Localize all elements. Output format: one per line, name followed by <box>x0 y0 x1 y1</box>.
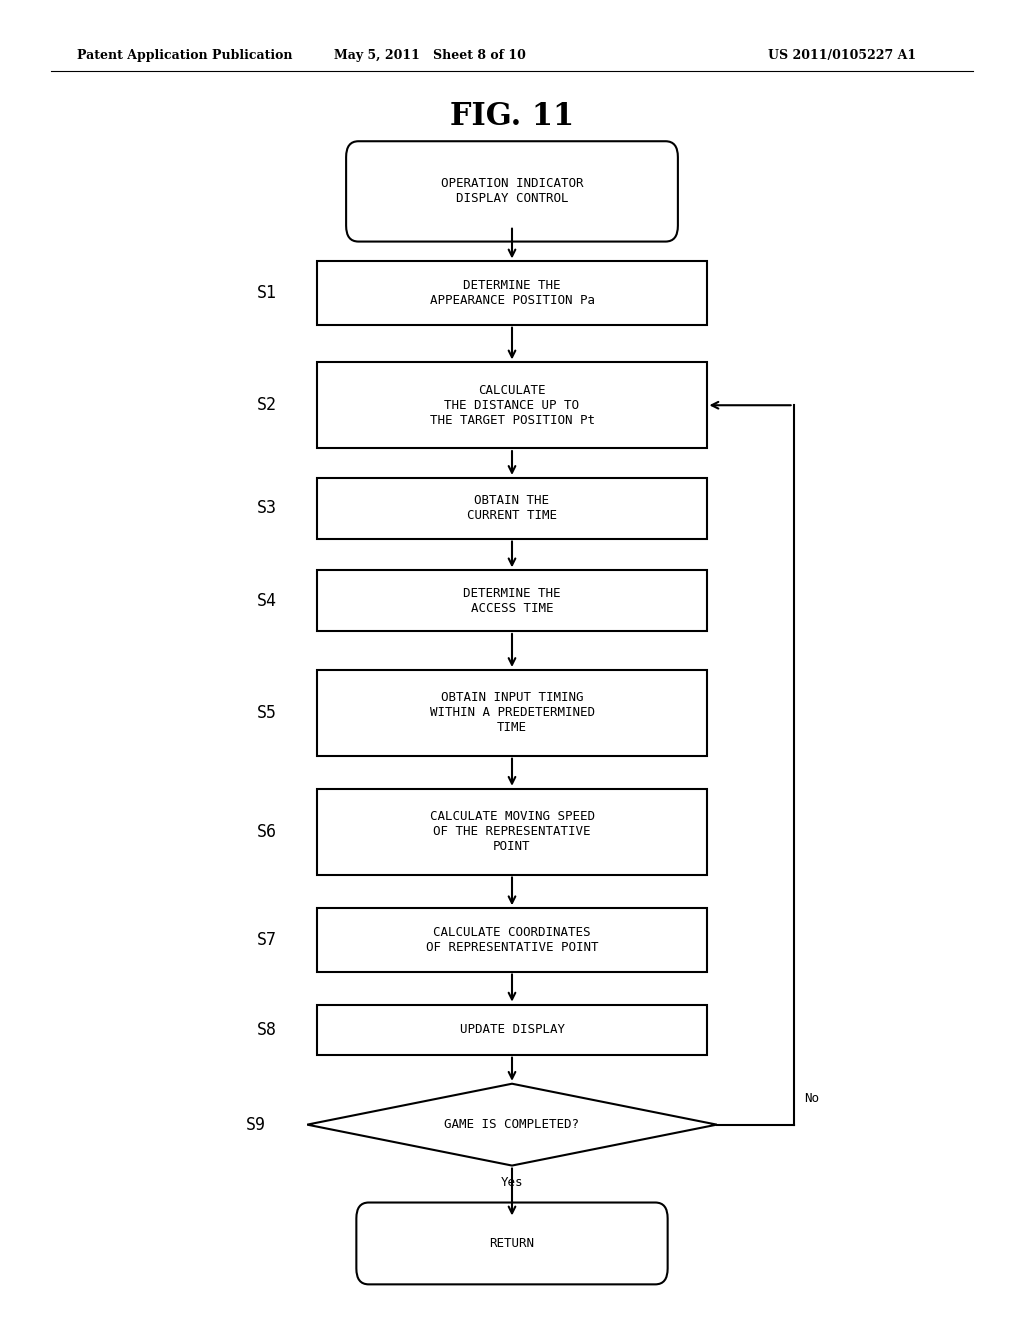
Bar <box>317 908 707 972</box>
FancyBboxPatch shape <box>346 141 678 242</box>
Text: Patent Application Publication: Patent Application Publication <box>77 49 292 62</box>
Text: OPERATION INDICATOR
DISPLAY CONTROL: OPERATION INDICATOR DISPLAY CONTROL <box>440 177 584 206</box>
Text: CALCULATE MOVING SPEED
OF THE REPRESENTATIVE
POINT: CALCULATE MOVING SPEED OF THE REPRESENTA… <box>429 810 595 853</box>
Text: DETERMINE THE
APPEARANCE POSITION Pa: DETERMINE THE APPEARANCE POSITION Pa <box>429 279 595 308</box>
Text: RETURN: RETURN <box>489 1237 535 1250</box>
Text: OBTAIN INPUT TIMING
WITHIN A PREDETERMINED
TIME: OBTAIN INPUT TIMING WITHIN A PREDETERMIN… <box>429 692 595 734</box>
Text: S1: S1 <box>256 284 276 302</box>
Bar <box>317 788 707 874</box>
Text: S9: S9 <box>246 1115 266 1134</box>
Text: S3: S3 <box>256 499 276 517</box>
Bar <box>317 570 707 631</box>
Text: No: No <box>804 1092 819 1105</box>
Text: Yes: Yes <box>501 1176 523 1189</box>
Bar <box>317 478 707 539</box>
Text: CALCULATE COORDINATES
OF REPRESENTATIVE POINT: CALCULATE COORDINATES OF REPRESENTATIVE … <box>426 925 598 954</box>
Text: DETERMINE THE
ACCESS TIME: DETERMINE THE ACCESS TIME <box>463 586 561 615</box>
Text: S6: S6 <box>256 822 276 841</box>
Text: UPDATE DISPLAY: UPDATE DISPLAY <box>460 1023 564 1036</box>
Text: US 2011/0105227 A1: US 2011/0105227 A1 <box>768 49 916 62</box>
Text: S2: S2 <box>256 396 276 414</box>
Text: FIG. 11: FIG. 11 <box>450 100 574 132</box>
Text: CALCULATE
THE DISTANCE UP TO
THE TARGET POSITION Pt: CALCULATE THE DISTANCE UP TO THE TARGET … <box>429 384 595 426</box>
Text: May 5, 2011   Sheet 8 of 10: May 5, 2011 Sheet 8 of 10 <box>334 49 526 62</box>
Text: S7: S7 <box>256 931 276 949</box>
Bar <box>317 362 707 449</box>
Text: GAME IS COMPLETED?: GAME IS COMPLETED? <box>444 1118 580 1131</box>
Polygon shape <box>307 1084 717 1166</box>
Bar <box>317 261 707 325</box>
Bar <box>317 1005 707 1055</box>
Text: OBTAIN THE
CURRENT TIME: OBTAIN THE CURRENT TIME <box>467 494 557 523</box>
Text: S8: S8 <box>256 1020 276 1039</box>
Text: S4: S4 <box>256 591 276 610</box>
Text: S5: S5 <box>256 704 276 722</box>
FancyBboxPatch shape <box>356 1203 668 1284</box>
Bar <box>317 671 707 755</box>
